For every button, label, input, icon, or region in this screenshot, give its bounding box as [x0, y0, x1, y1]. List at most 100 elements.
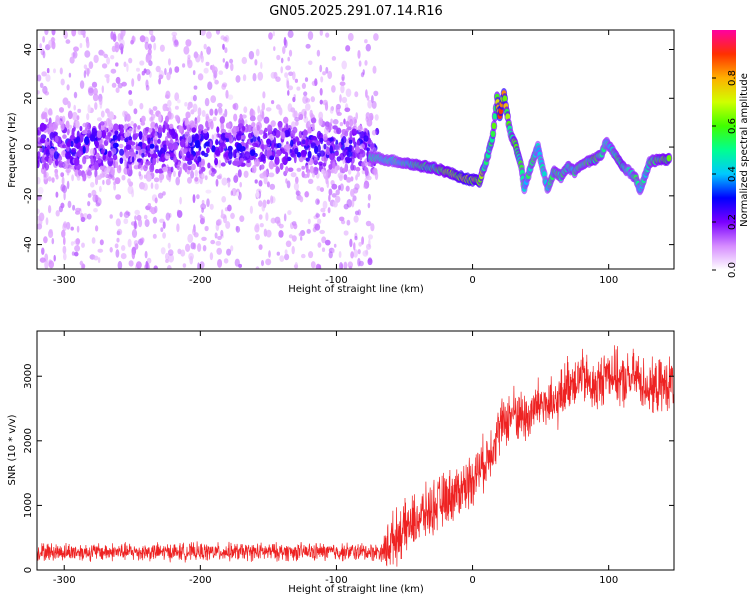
spectrogram-blob — [263, 116, 270, 124]
spectrogram-blob — [343, 230, 349, 236]
spectrogram-blob — [260, 144, 264, 150]
spectrogram-blob — [96, 117, 102, 122]
spectrogram-blob — [144, 219, 150, 228]
spectrogram-blob — [65, 151, 71, 160]
spectrogram-blob — [313, 157, 318, 165]
spectrogram-blob — [292, 71, 296, 81]
spectrogram-blob — [121, 245, 126, 251]
spectrogram-blob — [220, 132, 227, 141]
spectrogram-blob — [331, 85, 336, 93]
spectrogram-blob — [74, 251, 79, 257]
spectrogram-blob — [221, 209, 224, 217]
spectrogram-blob — [268, 250, 271, 258]
spectrogram-blob — [122, 110, 127, 118]
spectrogram-blob — [217, 235, 222, 241]
spectrogram-blob — [182, 63, 186, 68]
spectrogram-blob — [62, 134, 67, 139]
spectrogram-blob — [135, 146, 141, 151]
spectrogram-blob — [192, 194, 196, 204]
spectrogram-blob — [204, 225, 209, 232]
spectrogram-blob — [365, 249, 369, 255]
spectrogram-blob — [243, 106, 248, 113]
spectrogram-blob — [293, 223, 298, 230]
spectrogram-blob — [158, 168, 164, 174]
spectrogram-blob — [137, 73, 141, 82]
spectrogram-blob — [134, 215, 137, 221]
spectrogram-blob — [66, 141, 72, 148]
spectrogram-blob — [127, 178, 131, 184]
spectrogram-blob — [72, 111, 78, 121]
spectrogram-blob — [198, 124, 204, 132]
spectrogram-blob — [117, 228, 123, 236]
spectrogram-blob — [243, 170, 249, 178]
spectrogram-blob — [262, 134, 267, 139]
spectrogram-blob — [256, 124, 260, 131]
spectrogram-blob — [98, 98, 103, 106]
spectrogram-blob — [307, 150, 312, 159]
spectrogram-blob — [105, 178, 111, 186]
spectrogram-blob — [76, 150, 83, 158]
spectrogram-blob — [367, 258, 373, 266]
spectrogram-blob — [88, 87, 94, 96]
spectrogram-blob — [258, 244, 263, 250]
spectrogram-blob — [43, 112, 48, 120]
spectrogram-blob — [349, 238, 353, 248]
spectrogram-blob — [102, 179, 105, 185]
spectrogram-blob — [179, 167, 182, 175]
spectrogram-blob — [94, 102, 98, 110]
spectrogram-blob — [126, 129, 131, 137]
spectrogram-blob — [121, 174, 126, 181]
spectrogram-blob — [339, 216, 345, 222]
spectrogram-blob — [42, 36, 45, 43]
spectrogram-blob — [314, 78, 318, 86]
spectrogram-blob — [322, 162, 326, 167]
spectrogram-blob — [241, 134, 246, 140]
spectrogram-blob — [256, 190, 260, 198]
spectrogram-blob — [112, 142, 119, 148]
spectrogram-blob — [154, 131, 158, 141]
spectrogram-blob — [230, 190, 233, 196]
spectrogram-blob — [160, 247, 166, 255]
spectrogram-blob — [260, 164, 265, 170]
spectrogram-blob — [146, 144, 150, 150]
spectrogram-blob — [249, 108, 254, 117]
spectrogram-blob — [114, 161, 119, 168]
spectrogram-blob — [295, 136, 299, 142]
spectrogram-blob — [100, 110, 105, 118]
spectrogram-blob — [356, 140, 360, 146]
spectrogram-blob — [227, 181, 231, 188]
spectrogram-blob — [174, 105, 179, 110]
spectrogram-blob — [190, 109, 195, 115]
spectrogram-blob — [84, 136, 90, 146]
spectrogram-blob — [220, 128, 227, 134]
spectrogram-blob — [345, 88, 352, 97]
spectrogram-blob — [192, 103, 198, 113]
y-tick-label: -40 — [23, 236, 34, 252]
spectrogram-blob — [158, 113, 162, 123]
spectrogram-blob — [75, 120, 80, 129]
spectrogram-blob — [314, 223, 321, 231]
spectrogram-blob — [168, 170, 172, 178]
spectrogram-blob — [370, 223, 375, 232]
spectrogram-blob — [39, 147, 43, 153]
spectrogram-blob — [147, 152, 151, 158]
spectrogram-blob — [75, 238, 80, 246]
spectrogram-blobs — [37, 30, 673, 269]
spectrogram-blob — [372, 65, 377, 74]
spectrogram-blob — [332, 201, 338, 208]
spectrogram-blob — [53, 151, 59, 160]
spectrogram-blob — [205, 189, 212, 194]
spectrogram-blob — [59, 107, 64, 113]
x-tick-label: 0 — [469, 275, 475, 286]
spectrogram-blob — [220, 229, 224, 237]
spectrogram-blob — [115, 62, 119, 67]
spectrogram-blob — [61, 176, 65, 185]
spectrogram-blob — [169, 152, 175, 157]
spectrogram-blob — [165, 107, 170, 112]
spectrogram-blob — [196, 194, 200, 200]
spectrogram-blob — [63, 191, 66, 201]
spectrogram-blob — [94, 162, 99, 171]
spectrogram-blob — [46, 68, 50, 74]
spectrogram-blob — [338, 251, 342, 258]
